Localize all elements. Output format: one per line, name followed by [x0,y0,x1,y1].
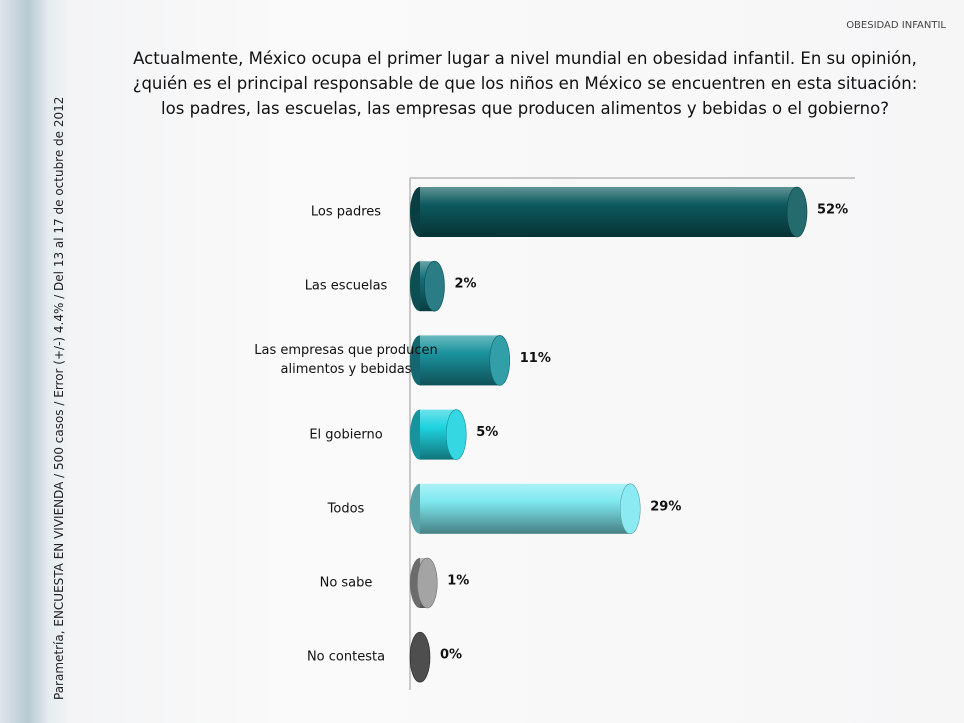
category-label: No contesta [306,649,386,665]
bar [420,335,500,386]
bar-cap [786,186,808,238]
value-label: 5% [476,425,498,440]
title-line: Actualmente, México ocupa el primer luga… [133,49,917,68]
category-label: Las empresas que producen alimentos y be… [254,343,438,378]
header: OBESIDAD INFANTIL [846,20,946,31]
bar-cap [619,483,641,535]
value-label: 1% [447,574,469,589]
bar-cap [409,631,431,683]
value-label: 0% [440,648,462,663]
category-label: No sabe [319,575,373,591]
category-label: Los padres [310,204,382,220]
value-label: 52% [817,203,848,218]
value-label: 11% [520,351,551,366]
value-label: 29% [650,499,681,514]
bar-cap [416,557,438,609]
value-label: 2% [455,277,477,292]
category-label: Las escuelas [304,278,388,294]
chart-title: Actualmente, México ocupa el primer luga… [95,46,955,121]
bar-cap [489,335,511,386]
bar-cap [445,409,467,460]
bar [420,187,797,237]
category-label: El gobierno [309,427,383,443]
category-label: Todos [327,501,365,517]
bar-cap [424,260,445,312]
bar [420,483,631,534]
title-line: ¿quién es el principal responsable de qu… [132,74,918,93]
title-line: los padres, las escuelas, las empresas q… [161,99,889,118]
side-strip [0,0,70,723]
